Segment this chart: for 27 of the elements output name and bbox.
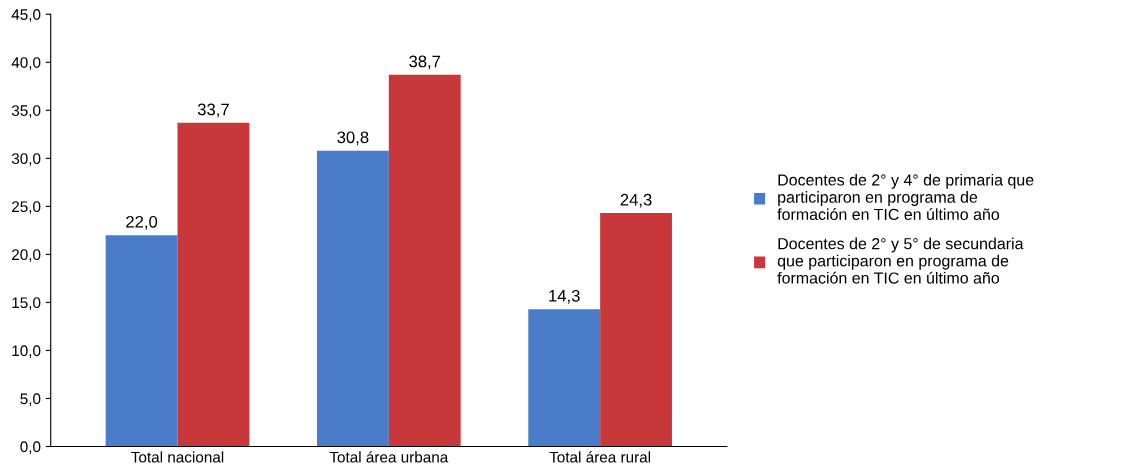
y-tick-label: 0,0 <box>20 441 41 454</box>
x-tick-label: Total área rural <box>549 451 651 463</box>
bar <box>388 74 461 447</box>
y-tick-label: 35,0 <box>11 105 41 118</box>
y-tick-label: 25,0 <box>12 201 41 214</box>
bar <box>316 150 389 447</box>
y-tick-label: 20,0 <box>12 249 41 262</box>
bar <box>528 309 601 447</box>
data-label: 14,3 <box>549 289 580 304</box>
legend-label: Docentes de 2° y 5° de secundaria que participaron en programa de formación en TIC en último año <box>777 237 1024 284</box>
data-label: 33,7 <box>197 103 229 118</box>
data-label: 22,0 <box>126 215 158 230</box>
bar <box>600 213 672 447</box>
y-tick-label: 40,0 <box>11 57 41 70</box>
y-tick-label: 15,0 <box>12 297 41 310</box>
legend-label: Docentes de 2° y 4° de primaria que participaron en programa de formación en TIC en último año <box>777 173 1034 221</box>
x-tick-label: Total nacional <box>131 451 224 463</box>
x-tick-label: Total área urbana <box>329 451 449 463</box>
data-label: 24,3 <box>620 193 652 208</box>
y-tick-label: 5,0 <box>20 393 41 406</box>
y-tick-label: 45,0 <box>11 9 41 22</box>
y-tick-label: 30,0 <box>11 153 41 166</box>
data-label: 30,8 <box>337 131 369 146</box>
data-label: 38,7 <box>409 55 441 70</box>
bar <box>105 235 178 447</box>
bar <box>177 122 250 447</box>
y-tick-label: 10,0 <box>12 345 41 358</box>
